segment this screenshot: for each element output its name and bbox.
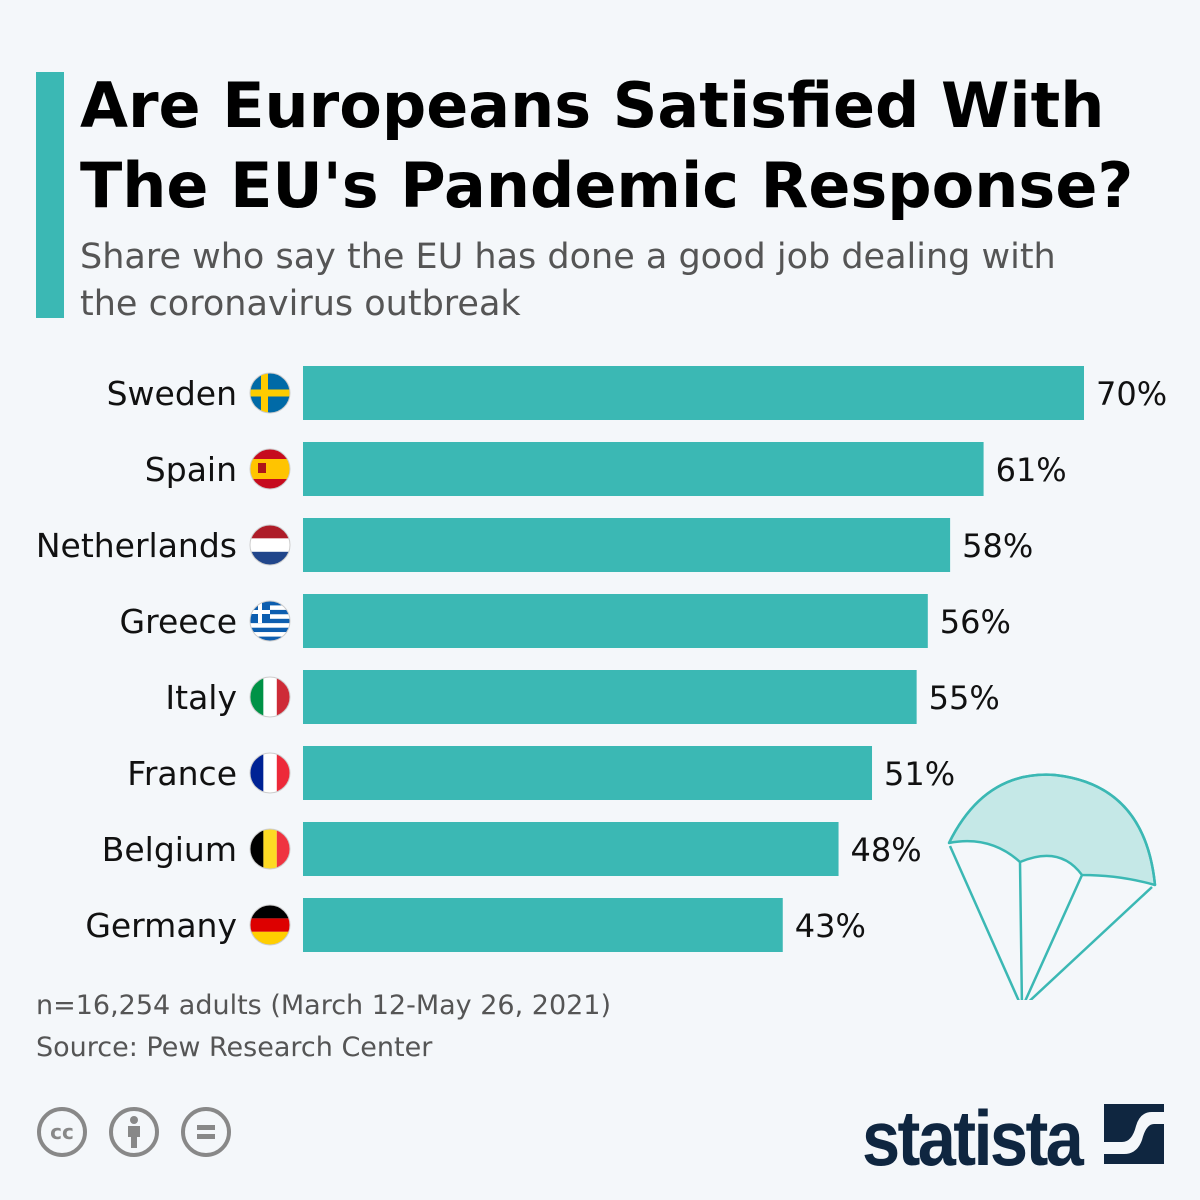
bar (303, 518, 951, 572)
category-label: Sweden (107, 374, 237, 413)
svg-text:cc: cc (50, 1120, 74, 1144)
category-label: Germany (85, 906, 237, 945)
flag-france-icon (249, 752, 291, 794)
creative-commons-icon[interactable]: cc (36, 1106, 88, 1158)
attribution-icon[interactable] (108, 1106, 160, 1158)
statista-logo[interactable]: statista (862, 1098, 1084, 1178)
bar-row: France 51% (127, 746, 955, 800)
bar-row: Sweden 70% (107, 366, 1167, 420)
value-label: 43% (795, 907, 866, 945)
bar-row: Greece 56% (120, 594, 1011, 648)
value-label: 58% (962, 527, 1033, 565)
value-label: 51% (884, 755, 955, 793)
chart-subtitle: Share who say the EU has done a good job… (80, 237, 1056, 324)
flag-belgium-icon (249, 828, 291, 870)
flag-italy-icon (249, 676, 291, 718)
title-accent-bar (36, 72, 64, 318)
category-label: Greece (120, 602, 237, 641)
category-label: Italy (165, 678, 237, 717)
flag-sweden-icon (249, 372, 291, 414)
category-label: Netherlands (36, 526, 237, 565)
flag-spain-icon (249, 448, 291, 490)
bar (303, 898, 783, 952)
category-label: France (127, 754, 237, 793)
bar-chart: Sweden 70% Spain 61% Netherlands 58% Greece 56%… (36, 366, 1167, 1000)
value-label: 61% (996, 451, 1067, 489)
bar-row: Italy 55% (165, 670, 1000, 724)
value-label: 55% (929, 679, 1000, 717)
flag-netherlands-icon (249, 524, 291, 566)
chart-title: Are Europeans Satisfied With The EU's Pa… (80, 69, 1134, 222)
bar-row: Germany 43% (85, 898, 866, 952)
source-note: Source: Pew Research Center (36, 1032, 433, 1063)
bar (303, 442, 984, 496)
statista-logo-mark-icon (1104, 1104, 1164, 1164)
bar (303, 670, 917, 724)
statista-logo-text: statista (862, 1094, 1084, 1182)
no-derivatives-icon[interactable] (180, 1106, 232, 1158)
bar (303, 366, 1084, 420)
bar-row: Netherlands 58% (36, 518, 1033, 572)
category-label: Belgium (102, 830, 237, 869)
flag-germany-icon (249, 904, 291, 946)
value-label: 56% (940, 603, 1011, 641)
bar-row: Spain 61% (145, 442, 1067, 496)
category-label: Spain (145, 450, 237, 489)
parachute-icon (947, 773, 1157, 1000)
bar-row: Belgium 48% (102, 822, 922, 876)
value-label: 70% (1096, 375, 1167, 413)
flag-greece-icon (249, 600, 291, 642)
value-label: 48% (851, 831, 922, 869)
sample-note: n=16,254 adults (March 12-May 26, 2021) (36, 990, 612, 1021)
bar (303, 746, 873, 800)
bar (303, 822, 839, 876)
bar (303, 594, 928, 648)
